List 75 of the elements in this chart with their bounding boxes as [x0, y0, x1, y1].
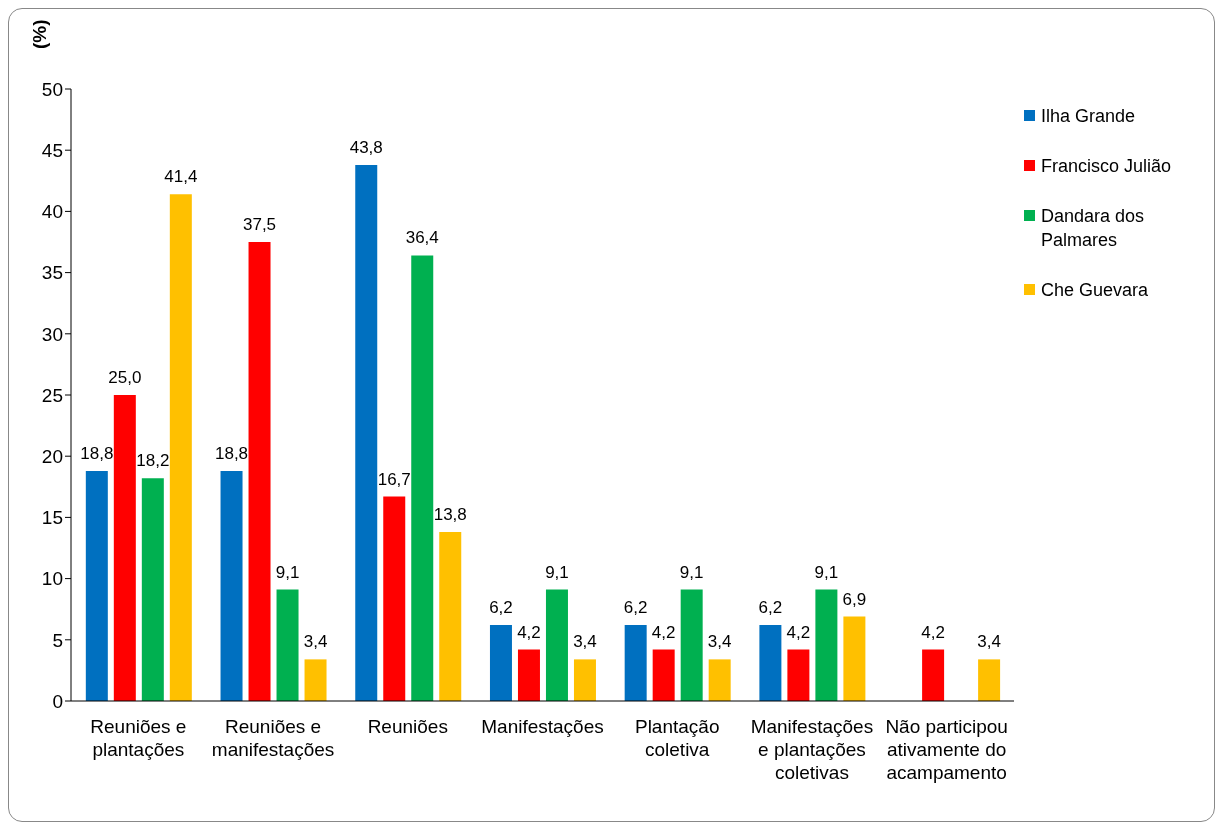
x-tick-label: Reuniões	[367, 716, 448, 737]
data-label: 6,9	[842, 589, 867, 609]
data-label: 3,4	[573, 632, 597, 652]
y-tick-label: 20	[41, 445, 63, 467]
data-label: 9,1	[545, 562, 569, 582]
x-tick-label: Reuniões e manifestações	[211, 716, 335, 760]
data-label: 6,2	[623, 598, 648, 618]
bar	[815, 589, 838, 701]
data-label: 4,2	[517, 622, 541, 642]
data-label: 25,0	[108, 368, 142, 387]
y-tick-label: 40	[41, 201, 63, 223]
y-tick-label: 15	[41, 507, 63, 529]
y-axis-title: (%)	[29, 19, 51, 49]
data-label: 4,2	[651, 622, 676, 642]
y-tick-label: 50	[41, 78, 63, 100]
data-label: 16,7	[377, 469, 411, 489]
bar	[248, 242, 271, 701]
bar	[489, 625, 512, 701]
bar	[680, 589, 703, 701]
y-tick-label: 10	[41, 568, 63, 590]
data-label: 3,4	[707, 632, 732, 652]
x-tick-label: Não participou ativamente do acampamento	[885, 716, 1008, 783]
data-label: 3,4	[977, 632, 1001, 652]
bar	[169, 194, 192, 701]
bar	[978, 659, 1001, 701]
data-label: 18,8	[80, 443, 114, 463]
data-label: 3,4	[303, 632, 328, 652]
bar	[545, 589, 568, 701]
bar	[113, 395, 136, 701]
legend-label: Ilha Grande	[1041, 105, 1137, 128]
data-label: 18,2	[136, 451, 170, 471]
bar	[304, 659, 327, 701]
bar	[383, 496, 406, 701]
bar	[759, 625, 782, 701]
bar	[411, 255, 434, 701]
data-label: 43,8	[349, 137, 383, 157]
data-label: 6,2	[489, 598, 513, 618]
x-tick-label: Reuniões e plantações	[90, 716, 187, 760]
y-tick-label: 35	[41, 262, 63, 284]
data-label: 9,1	[275, 562, 300, 582]
data-label: 18,8	[214, 443, 249, 463]
bar	[141, 478, 164, 701]
y-tick-label: 5	[52, 629, 63, 651]
data-label: 13,8	[433, 505, 467, 525]
legend-label: Dandara dos Palmares	[1041, 205, 1146, 252]
x-tick-label: Manifestações	[481, 716, 604, 737]
bar	[573, 659, 596, 701]
bar	[922, 649, 945, 701]
y-tick-label: 30	[41, 323, 63, 345]
bar	[843, 616, 866, 701]
data-label: 37,5	[242, 215, 277, 234]
bar	[652, 649, 675, 701]
bar	[439, 532, 462, 701]
data-label: 36,4	[405, 228, 439, 248]
bar	[276, 589, 299, 701]
data-label: 4,2	[786, 622, 811, 642]
bar	[355, 164, 378, 701]
y-tick-label: 45	[41, 139, 63, 161]
legend-label: Che Guevara	[1041, 279, 1150, 302]
bar	[517, 649, 540, 701]
bar	[220, 470, 243, 701]
y-tick-label: 0	[52, 690, 63, 712]
legend-label: Francisco Julião	[1041, 155, 1173, 178]
x-tick-label: Manifestações e plantações coletivas	[750, 716, 874, 783]
bar	[85, 470, 108, 701]
x-tick-label: Plantação coletiva	[634, 716, 720, 760]
data-label: 41,4	[164, 167, 198, 187]
bar	[624, 625, 647, 701]
bar	[708, 659, 731, 701]
data-label: 9,1	[679, 562, 704, 582]
data-label: 6,2	[758, 598, 783, 618]
data-label: 4,2	[921, 622, 945, 642]
y-tick-label: 25	[41, 384, 63, 406]
data-label: 9,1	[814, 562, 839, 582]
bar	[787, 649, 810, 701]
